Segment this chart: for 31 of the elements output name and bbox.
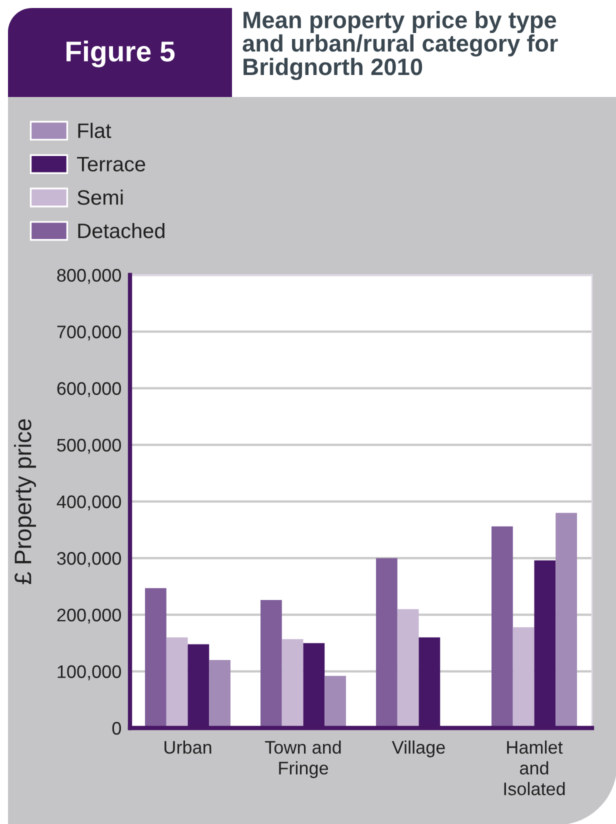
bar <box>260 600 282 728</box>
x-tick-label: Urban <box>164 740 212 754</box>
bar <box>376 558 398 728</box>
y-tick-label: 500,000 <box>57 438 121 454</box>
bar <box>166 637 188 728</box>
y-tick-label: 800,000 <box>57 268 121 284</box>
y-tick-label: 100,000 <box>58 665 121 680</box>
bar <box>145 588 166 728</box>
bar <box>324 676 346 728</box>
x-tick-label: Village <box>392 740 445 758</box>
caption: Figure 5 <box>66 40 175 68</box>
y-tick-label: 300,000 <box>57 552 121 567</box>
y-tick-label: 700,000 <box>57 326 121 340</box>
bar <box>512 627 534 728</box>
chart-title: Mean property price by type and urban/rural category for Bridgnorth 2010 <box>242 11 558 80</box>
legend-label: Detached <box>78 222 164 238</box>
x-tick-label: Hamlet and Isolated <box>504 740 565 796</box>
bar <box>492 526 513 728</box>
x-tick-label: Town and Fringe <box>265 740 341 778</box>
bar <box>282 639 304 728</box>
y-tick-label: 0 <box>112 722 121 735</box>
y-tick-label: 400,000 <box>56 495 121 510</box>
bar <box>556 512 577 728</box>
bar <box>397 609 419 728</box>
legend-label: Terrace <box>77 156 146 172</box>
bar <box>209 660 230 728</box>
legend-label: Semi <box>78 190 123 205</box>
y-tick-label: 200,000 <box>57 608 121 624</box>
y-axis-title: £ Property price <box>14 419 36 584</box>
y-tick-label: 600,000 <box>57 382 121 398</box>
legend-label: Flat <box>78 122 112 138</box>
